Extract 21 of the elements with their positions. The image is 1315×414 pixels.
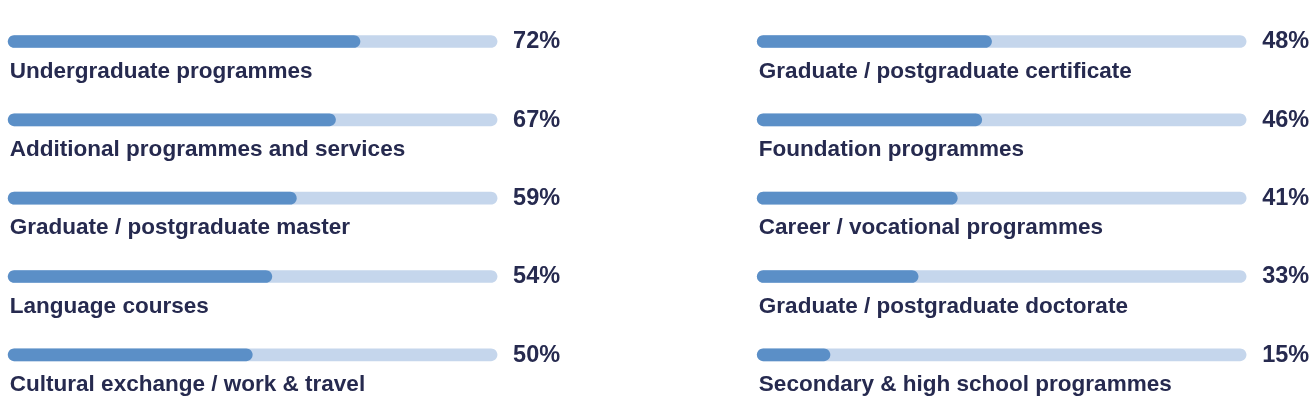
category-label: Graduate / postgraduate certificate	[758, 57, 1132, 83]
category-label: Additional programmes and services	[9, 136, 406, 162]
data-label: 41%	[1262, 184, 1310, 211]
data-label: 46%	[1262, 105, 1310, 132]
data-label: 59%	[513, 184, 561, 211]
category-label: Undergraduate programmes	[9, 57, 313, 83]
category-label: Career / vocational programmes	[758, 214, 1103, 240]
category-label: Foundation programmes	[758, 136, 1025, 162]
category-label: Graduate / postgraduate doctorate	[758, 292, 1128, 318]
data-label: 33%	[1262, 262, 1310, 289]
data-label: 50%	[513, 340, 561, 367]
bar	[756, 348, 831, 362]
data-label: 15%	[1262, 340, 1310, 367]
data-label: 54%	[513, 262, 561, 289]
data-label: 72%	[513, 27, 561, 54]
category-label: Language courses	[9, 292, 209, 318]
data-label: 67%	[513, 105, 561, 132]
category-label: Cultural exchange / work & travel	[9, 371, 366, 397]
data-label: 48%	[1262, 27, 1310, 54]
category-label: Secondary & high school programmes	[758, 371, 1172, 397]
category-label: Graduate / postgraduate master	[9, 214, 351, 240]
